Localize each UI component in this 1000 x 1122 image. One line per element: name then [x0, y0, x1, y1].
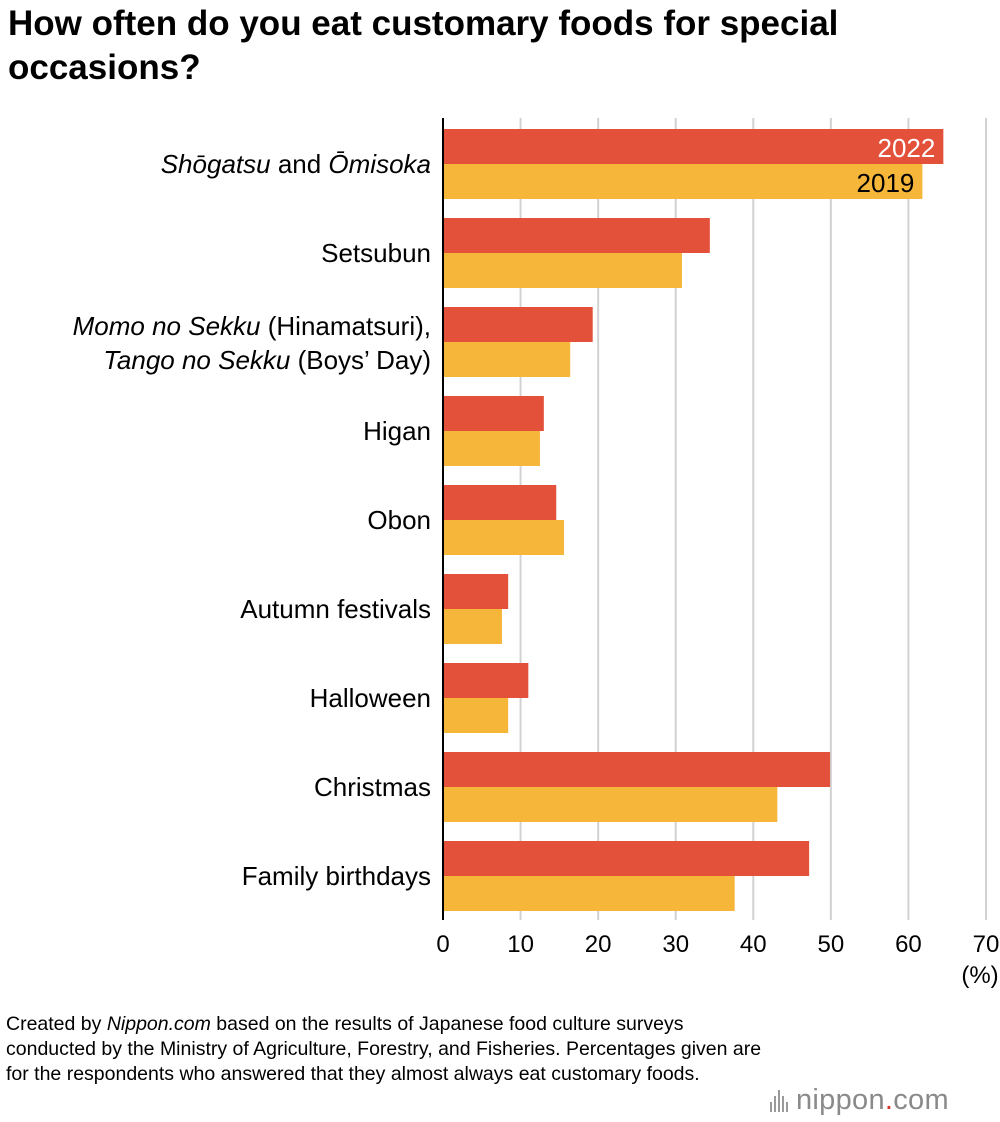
bar-2022: [443, 307, 593, 342]
category-label: Momo no Sekku (Hinamatsuri),: [73, 311, 431, 341]
series-label-2022: 2022: [877, 133, 935, 163]
bar-2022: [443, 841, 810, 876]
bar-2022: [443, 218, 710, 253]
logo-wordmark: nippon.com: [796, 1083, 949, 1116]
x-tick-label: 60: [895, 931, 922, 958]
bar-2019: [443, 520, 565, 555]
logo-bars-icon: [770, 1088, 788, 1112]
bar-2022: [443, 396, 544, 431]
x-tick-label: 70: [973, 931, 1000, 958]
footnote-source: Nippon.com: [106, 1013, 211, 1035]
bar-2019: [443, 431, 540, 466]
x-tick-label: 20: [585, 931, 612, 958]
x-tick-label: 30: [662, 931, 689, 958]
series-label-2019: 2019: [857, 168, 915, 198]
x-tick-label: 10: [507, 931, 534, 958]
category-label: Setsubun: [321, 238, 431, 268]
category-label: Family birthdays: [242, 861, 431, 891]
category-label: Halloween: [310, 683, 431, 713]
footnote: Created by Nippon.com based on the resul…: [6, 1012, 766, 1087]
category-label: Tango no Sekku (Boys’ Day): [103, 345, 431, 375]
category-label: Autumn festivals: [240, 594, 431, 624]
footnote-body: based on the results of Japanese food cu…: [6, 1013, 762, 1085]
bar-2019: [443, 342, 571, 377]
x-tick-label: 40: [740, 931, 767, 958]
bar-2022: [443, 129, 944, 164]
bar-2019: [443, 876, 735, 911]
bar-chart: 2022 2019 Shōgatsu and Ōmisoka Setsubun Momo…: [73, 118, 1000, 989]
category-label: Obon: [367, 505, 431, 535]
x-tick-label: 50: [818, 931, 845, 958]
category-label: Higan: [363, 416, 431, 446]
category-label: Shōgatsu and Ōmisoka: [161, 149, 431, 179]
bar-2022: [443, 485, 557, 520]
bar-2022: [443, 663, 529, 698]
x-tick-label: 0: [436, 931, 449, 958]
bar-2022: [443, 752, 831, 787]
bar-2019: [443, 787, 778, 822]
x-axis-label: (%): [961, 962, 998, 989]
footnote-prefix: Created by: [6, 1013, 107, 1035]
chart-title: How often do you eat customary foods for…: [8, 4, 839, 87]
bar-2019: [443, 609, 502, 644]
bar-2022: [443, 574, 509, 609]
bar-2019: [443, 253, 682, 288]
nippon-logo: nippon.com: [770, 1080, 998, 1120]
bar-2019: [443, 698, 509, 733]
bar-2019: [443, 164, 923, 199]
category-label: Christmas: [314, 772, 431, 802]
